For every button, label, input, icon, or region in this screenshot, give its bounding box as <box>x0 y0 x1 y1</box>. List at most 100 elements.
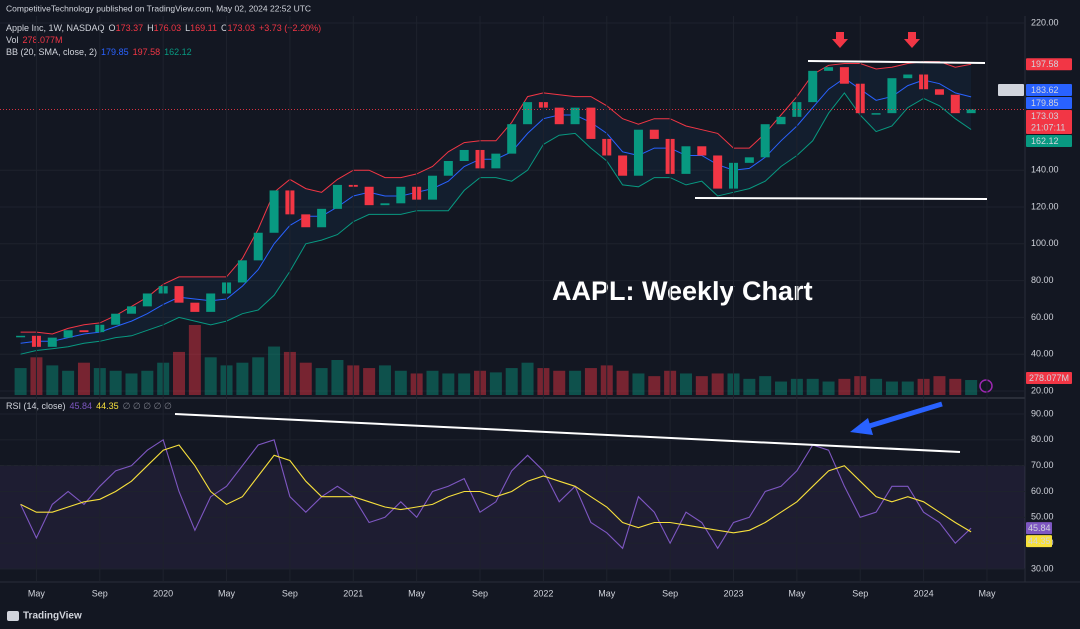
price-label-box <box>1026 58 1072 71</box>
candle <box>887 78 897 114</box>
legend-rsi: RSI (14, close) 45.84 44.35 ∅ ∅ ∅ ∅ ∅ <box>6 401 172 411</box>
price-label-box <box>1026 96 1072 109</box>
candle <box>317 208 327 228</box>
y-tick-label: 20.00 <box>1031 385 1054 395</box>
candle <box>618 155 628 176</box>
alert-icon <box>979 379 993 393</box>
candle <box>111 313 121 325</box>
x-tick-label: 2023 <box>723 588 743 598</box>
volume-bar <box>648 376 661 395</box>
candle <box>903 74 913 79</box>
volume-bar <box>743 378 756 395</box>
candle <box>380 203 390 206</box>
candle <box>459 149 469 161</box>
volume-bar <box>759 376 772 395</box>
ohlc-value: 173.03 <box>228 23 256 33</box>
candle <box>79 330 89 333</box>
volume-bar <box>394 370 407 395</box>
candle <box>871 113 881 115</box>
candle <box>237 260 247 283</box>
bb-value: 197.58 <box>133 47 161 57</box>
candle <box>554 107 564 125</box>
y-tick-label: 80.00 <box>1031 275 1054 285</box>
x-tick-label: Sep <box>852 588 868 598</box>
rsi-value-box <box>1026 522 1052 535</box>
annotation: AAPL: Weekly Chart <box>552 276 813 306</box>
publisher: CompetitiveTechnology published on Tradi… <box>6 3 311 13</box>
x-tick-label: 2024 <box>914 588 934 598</box>
volume-bar <box>489 372 502 395</box>
candle <box>934 89 944 95</box>
volume-bar <box>569 370 582 395</box>
price-label-box <box>1026 134 1072 147</box>
rsi-flags: ∅ ∅ ∅ ∅ ∅ <box>123 401 172 411</box>
x-tick-label: 2020 <box>153 588 173 598</box>
volume-bar <box>46 365 59 395</box>
volume-bar <box>14 368 27 395</box>
rsi-value-label: 45.84 <box>1028 523 1051 533</box>
volume-bar <box>584 368 597 395</box>
y-tick-label: 220.00 <box>1031 17 1059 27</box>
candle <box>586 107 596 139</box>
volume-bar <box>426 370 439 395</box>
legend-symbol-name: Apple Inc, 1W, NASDAQ <box>6 23 105 33</box>
candle <box>206 293 216 312</box>
volume-bar <box>933 376 946 395</box>
y-tick-label: 80.00 <box>1031 434 1054 444</box>
y-tick-label: 140.00 <box>1031 165 1059 175</box>
rsi-value-label: 44.35 <box>1028 536 1051 546</box>
volume-bar <box>458 373 471 395</box>
rsi-value: 45.84 <box>70 401 93 411</box>
bb-fill <box>20 61 972 355</box>
candle <box>47 337 57 347</box>
volume-bar <box>679 373 692 395</box>
y-tick-label: 70.00 <box>1031 460 1054 470</box>
candle <box>776 116 786 125</box>
volume-bar <box>236 362 249 395</box>
volume-bar <box>521 362 534 395</box>
volume-bar <box>806 378 819 395</box>
volume-bar <box>949 378 962 395</box>
ohlc-value: 173.37 <box>116 23 144 33</box>
x-tick-label: May <box>408 588 426 598</box>
candle <box>16 335 26 338</box>
candle <box>760 124 770 158</box>
volume-bar <box>268 346 281 395</box>
volume-bar <box>378 365 391 395</box>
candle <box>63 330 73 338</box>
post-tag-label: Post <box>1002 85 1021 95</box>
rsi-line <box>20 444 972 534</box>
arrow <box>904 32 920 48</box>
volume-bar <box>822 381 835 395</box>
arrow-head <box>850 418 873 435</box>
candle <box>190 302 200 312</box>
candle <box>332 184 342 209</box>
candle <box>808 70 818 103</box>
price-label: 183.62 <box>1031 85 1059 95</box>
candle <box>570 107 580 125</box>
volume-bar <box>62 370 75 395</box>
x-tick-label: Sep <box>472 588 488 598</box>
volume-bar <box>173 351 186 395</box>
x-tick-label: May <box>598 588 616 598</box>
volume-label-box <box>1026 372 1072 384</box>
price-label: 197.58 <box>1031 59 1059 69</box>
volume-bar <box>363 368 376 395</box>
volume-bar <box>331 360 344 395</box>
candle <box>649 129 659 139</box>
bb-name: BB (20, SMA, close, 2) <box>6 47 97 57</box>
volume-bar <box>125 373 138 395</box>
volume-value: 278.077M <box>23 35 63 45</box>
candle <box>142 293 152 307</box>
candle <box>507 124 517 154</box>
volume-bar <box>901 381 914 395</box>
ohlc-letter: C <box>221 23 228 33</box>
volume-bar <box>252 357 265 395</box>
ohlc-value: 176.03 <box>154 23 182 33</box>
footer: TradingView <box>23 611 82 622</box>
ohlc-value: 169.11 <box>190 23 217 33</box>
volume-name: Vol <box>6 35 19 45</box>
x-tick-label: May <box>218 588 236 598</box>
candle <box>427 175 437 200</box>
price-label: 179.85 <box>1031 98 1059 108</box>
